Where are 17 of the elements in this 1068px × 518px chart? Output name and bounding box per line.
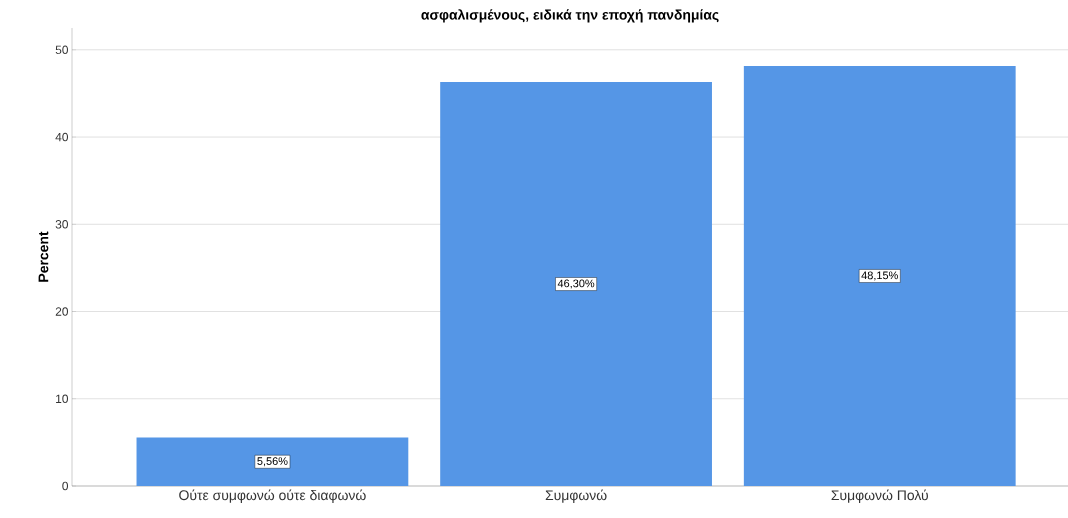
- y-axis-title: Percent: [38, 231, 49, 282]
- x-tick-label: Συμφωνώ: [545, 489, 607, 503]
- y-tick-label: 40: [55, 132, 69, 142]
- data-label: 46,30%: [557, 279, 595, 289]
- x-tick-label: Συμφωνώ Πολύ: [831, 489, 928, 503]
- bar: [743, 65, 1016, 486]
- y-tick-label: 20: [55, 307, 69, 316]
- y-tick-label: 50: [55, 45, 69, 55]
- bar: [440, 82, 712, 486]
- y-tick-label: 30: [55, 220, 69, 229]
- bar: [136, 437, 409, 486]
- data-label: 5,56%: [257, 457, 288, 467]
- y-tick-label: 0: [62, 481, 69, 491]
- y-tick-label: 10: [56, 394, 69, 403]
- data-label: 48,15%: [861, 271, 898, 281]
- x-tick-label: Ούτε συμφωνώ ούτε διαφωνώ: [179, 489, 366, 503]
- chart-title: ασφαλισμένους, ειδικά την εποχή πανδημίας: [421, 9, 719, 23]
